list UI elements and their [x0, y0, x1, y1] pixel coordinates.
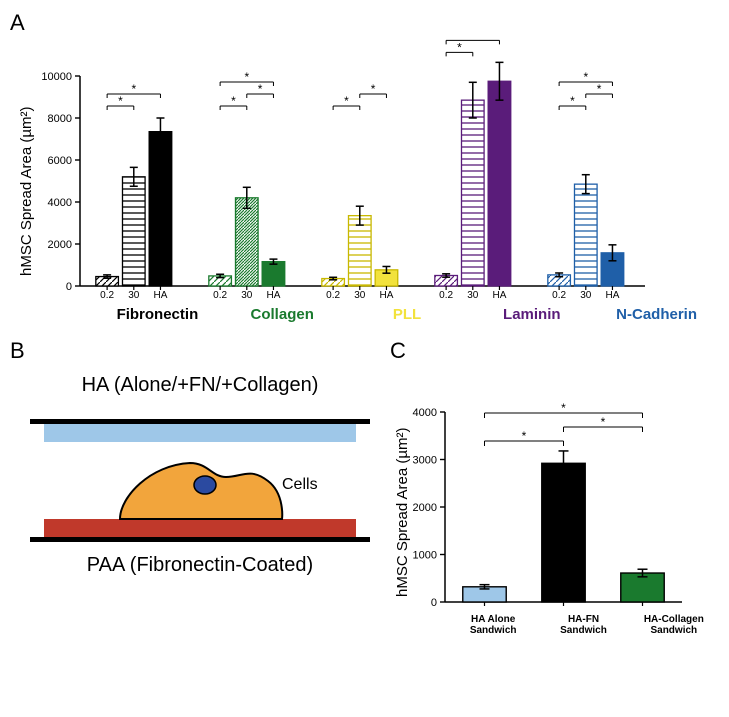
svg-text:30: 30: [128, 290, 140, 301]
svg-text:10000: 10000: [41, 71, 72, 83]
svg-text:*: *: [344, 94, 349, 108]
panel-c-chart: hMSC Spread Area (µm²) 0 1000 2000 3000 4000…: [390, 364, 719, 614]
svg-text:*: *: [118, 94, 123, 108]
group-label: Laminin: [469, 306, 594, 323]
group-label: PLL: [345, 306, 470, 323]
svg-text:*: *: [258, 82, 263, 96]
panel-a-chart: hMSC Spread Area (µm²) 0 2000 4000 6000 8000…: [10, 36, 719, 306]
svg-text:0.2: 0.2: [326, 290, 340, 301]
svg-text:PAA (Fibronectin-Coated): PAA (Fibronectin-Coated): [87, 554, 313, 576]
svg-text:HA: HA: [380, 290, 394, 301]
svg-text:6000: 6000: [48, 155, 72, 167]
svg-text:*: *: [583, 70, 588, 84]
svg-text:*: *: [561, 401, 566, 415]
svg-text:*: *: [244, 70, 249, 84]
group-label: Fibronectin: [95, 306, 220, 323]
svg-text:30: 30: [580, 290, 592, 301]
svg-text:*: *: [470, 36, 475, 42]
group-label: Collagen: [220, 306, 345, 323]
panel-c-label: C: [390, 338, 719, 364]
svg-text:HA: HA: [606, 290, 620, 301]
svg-text:4000: 4000: [413, 407, 437, 419]
panel-a: A hMSC Spread Area (µm²) 0 2000 4000 6000 80…: [10, 10, 719, 323]
panel-c-category-label: HA-FNSandwich: [538, 614, 628, 636]
svg-text:0.2: 0.2: [439, 290, 453, 301]
svg-text:Cells: Cells: [282, 476, 318, 493]
svg-text:*: *: [570, 94, 575, 108]
svg-text:*: *: [601, 415, 606, 429]
panel-a-group-labels: FibronectinCollagenPLLLamininN-Cadherin: [10, 306, 719, 323]
svg-text:*: *: [231, 94, 236, 108]
svg-text:0: 0: [66, 281, 72, 293]
panel-a-ylabel: hMSC Spread Area (µm²): [18, 106, 35, 276]
figure: A hMSC Spread Area (µm²) 0 2000 4000 6000 80…: [10, 10, 719, 636]
panel-a-label: A: [10, 10, 719, 36]
svg-text:2000: 2000: [413, 502, 437, 514]
svg-text:HA: HA: [267, 290, 281, 301]
panel-c-category-label: HA AloneSandwich: [448, 614, 538, 636]
svg-text:1000: 1000: [413, 550, 437, 562]
diagram-svg: Cells PAA (Fibronectin-Coated): [30, 397, 370, 597]
panel-c-x-labels: HA AloneSandwichHA-FNSandwichHA-Collagen…: [390, 614, 719, 636]
svg-text:*: *: [371, 82, 376, 96]
panel-c: C hMSC Spread Area (µm²) 0 1000 2000 3000 40…: [390, 338, 719, 636]
panel-b: B HA (Alone/+FN/+Collagen) Cells PAA (Fib…: [10, 338, 390, 636]
svg-text:2000: 2000: [48, 239, 72, 251]
svg-text:*: *: [597, 82, 602, 96]
svg-text:*: *: [522, 429, 527, 443]
svg-text:0: 0: [431, 597, 437, 609]
svg-text:0.2: 0.2: [213, 290, 227, 301]
svg-text:*: *: [131, 82, 136, 96]
svg-text:4000: 4000: [48, 197, 72, 209]
svg-text:30: 30: [241, 290, 253, 301]
panel-c-ylabel: hMSC Spread Area (µm²): [394, 427, 411, 597]
panel-a-svg: 0 2000 4000 6000 8000 10000 0.2 30 HA * * 0.2 30 HA * *…: [10, 36, 665, 306]
svg-text:3000: 3000: [413, 455, 437, 467]
svg-text:*: *: [457, 40, 462, 54]
svg-text:0.2: 0.2: [100, 290, 114, 301]
svg-text:HA: HA: [154, 290, 168, 301]
group-label: N-Cadherin: [594, 306, 719, 323]
panel-c-category-label: HA-CollagenSandwich: [629, 614, 719, 636]
diagram-top-label: HA (Alone/+FN/+Collagen): [30, 374, 370, 397]
svg-text:8000: 8000: [48, 113, 72, 125]
svg-text:30: 30: [467, 290, 479, 301]
panel-b-label: B: [10, 338, 390, 364]
panel-c-svg: 0 1000 2000 3000 4000 * * *: [390, 364, 690, 614]
svg-text:HA: HA: [493, 290, 507, 301]
sandwich-diagram: HA (Alone/+FN/+Collagen) Cells PAA (Fibro…: [30, 374, 370, 604]
svg-text:30: 30: [354, 290, 366, 301]
panel-bc-row: B HA (Alone/+FN/+Collagen) Cells PAA (Fib…: [10, 338, 719, 636]
svg-text:0.2: 0.2: [552, 290, 566, 301]
